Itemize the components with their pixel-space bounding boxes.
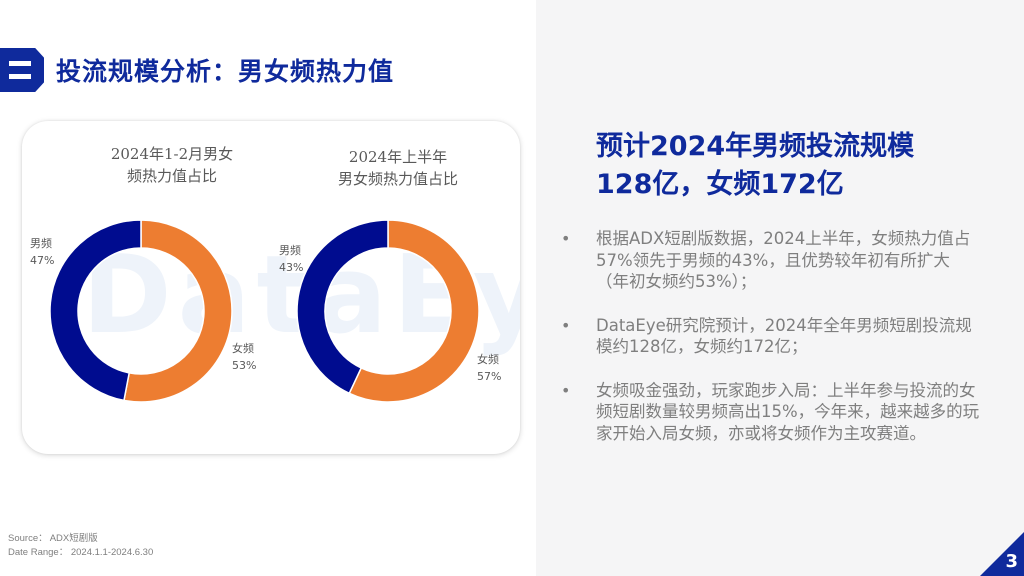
female-label-pct: 57%: [477, 370, 502, 383]
donut-slice-female: [123, 219, 233, 403]
chart-title-h1: 2024年上半年 男女频热力值占比: [298, 146, 498, 190]
bullet-text: 根据ADX短剧版数据，2024上半年，女频热力值占57%领先于男频的43%，且优…: [596, 229, 971, 291]
chart-title-line2: 男女频热力值占比: [337, 170, 458, 188]
male-label-h1: 男频 43%: [279, 242, 303, 276]
section-badge-icon: [0, 48, 44, 92]
female-label-jan-feb: 女频 53%: [232, 340, 256, 374]
female-label-pct: 53%: [232, 359, 257, 372]
chart-title-jan-feb: 2024年1-2月男女 频热力值占比: [72, 143, 272, 187]
bullet-dot-icon: •: [561, 380, 571, 400]
male-label-name: 男频: [279, 244, 301, 257]
bullet-item: • DataEye研究院预计，2024年全年男频短剧投流规模约128亿，女频约1…: [561, 315, 981, 358]
male-label-jan-feb: 男频 47%: [30, 235, 54, 269]
summary-title-line2: 128亿，女频172亿: [596, 169, 844, 200]
summary-title: 预计2024年男频投流规模 128亿，女频172亿: [596, 128, 996, 204]
date-range-text: Date Range： 2024.1.1-2024.6.30: [8, 547, 154, 558]
female-label-name: 女频: [232, 342, 254, 355]
source-note: Source： ADX短剧版 Date Range： 2024.1.1-2024…: [8, 532, 153, 560]
bullet-list: • 根据ADX短剧版数据，2024上半年，女频热力值占57%领先于男频的43%，…: [561, 228, 981, 466]
bullet-dot-icon: •: [561, 315, 571, 335]
donut-chart-h1: [296, 219, 480, 403]
female-label-name: 女频: [477, 353, 499, 366]
bullet-text: DataEye研究院预计，2024年全年男频短剧投流规模约128亿，女频约172…: [596, 315, 972, 357]
bullet-item: • 根据ADX短剧版数据，2024上半年，女频热力值占57%领先于男频的43%，…: [561, 228, 981, 293]
male-label-pct: 47%: [30, 254, 55, 267]
chart-title-line1: 2024年上半年: [348, 148, 448, 166]
bullet-item: • 女频吸金强劲，玩家跑步入局：上半年参与投流的女频短剧数量较男频高出15%，今…: [561, 380, 981, 445]
male-label-name: 男频: [30, 237, 52, 250]
badge-bar-bottom: [9, 74, 31, 79]
female-label-h1: 女频 57%: [477, 351, 501, 385]
chart-card: DataEye 2024年1-2月男女 频热力值占比 2024年上半年 男女频热…: [22, 121, 520, 454]
page-title: 投流规模分析：男女频热力值: [56, 57, 395, 86]
chart-title-line1: 2024年1-2月男女: [110, 145, 234, 163]
source-text: Source： ADX短剧版: [8, 533, 98, 544]
male-label-pct: 43%: [279, 261, 304, 274]
page-number: 3: [1005, 551, 1018, 572]
chart-title-line2: 频热力值占比: [126, 167, 217, 185]
donut-chart-jan-feb: [49, 219, 233, 403]
bullet-text: 女频吸金强劲，玩家跑步入局：上半年参与投流的女频短剧数量较男频高出15%，今年来…: [596, 380, 980, 443]
summary-title-line1: 预计2024年男频投流规模: [596, 131, 915, 162]
donut-slice-male: [49, 219, 142, 402]
bullet-dot-icon: •: [561, 229, 571, 248]
summary-panel-background: [536, 0, 1024, 576]
donut-slice-female: [348, 219, 480, 403]
donut-slice-male: [296, 219, 389, 395]
badge-bar-top: [9, 61, 31, 66]
